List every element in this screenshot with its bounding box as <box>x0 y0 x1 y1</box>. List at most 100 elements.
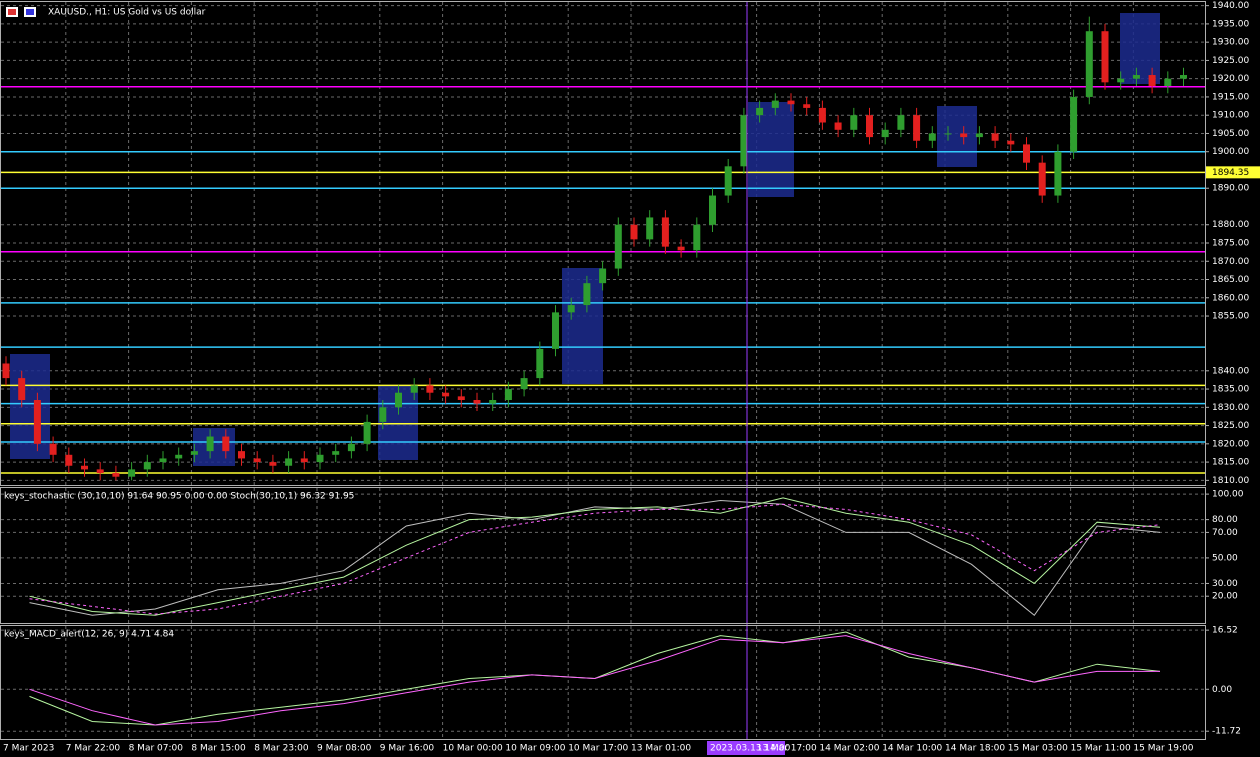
x-tick-label: 9 Mar 08:00 <box>317 744 372 754</box>
crosshair-label-bg <box>707 741 785 755</box>
candle-body <box>787 100 795 105</box>
candle-body <box>410 385 418 393</box>
candle-body <box>473 400 481 404</box>
stoch-pane-border <box>0 487 1206 624</box>
y-tick-label: 50.00 <box>1212 553 1238 563</box>
candle-body <box>960 133 968 138</box>
y-tick-label: 1935.00 <box>1212 19 1249 29</box>
candle-body <box>49 443 57 455</box>
candle-body <box>709 195 716 225</box>
candle-body <box>1180 75 1187 79</box>
y-tick-label: 1860.00 <box>1212 293 1249 303</box>
candle-body <box>143 462 151 470</box>
candle-body <box>1007 140 1015 145</box>
candle-body <box>646 217 654 240</box>
candle-body <box>599 268 607 284</box>
candle-body <box>913 115 921 141</box>
x-tick-label: 9 Mar 16:00 <box>380 744 435 754</box>
symbol-icons <box>6 7 36 17</box>
icon <box>8 9 16 15</box>
y-tick-label: 1930.00 <box>1212 38 1249 48</box>
candle-body <box>536 348 544 379</box>
candle-body <box>1038 162 1046 196</box>
y-tick-label: 1840.00 <box>1212 366 1249 376</box>
x-tick-label: 8 Mar 07:00 <box>129 744 184 754</box>
candle-body <box>567 305 575 313</box>
candle-body <box>347 443 355 452</box>
indicator-line <box>29 635 1160 726</box>
x-tick-label: 10 Mar 00:00 <box>443 744 503 754</box>
y-tick-label: 1815.00 <box>1212 458 1249 468</box>
x-tick-label: 15 Mar 11:00 <box>1071 744 1131 754</box>
candle-body <box>332 451 340 455</box>
x-tick-label: 8 Mar 23:00 <box>254 744 309 754</box>
y-tick-label: 30.00 <box>1212 579 1238 589</box>
candle-body <box>1070 96 1078 152</box>
x-tick-label: 13 Mar 17:00 <box>757 744 817 754</box>
candle-body <box>18 378 26 401</box>
candle-body <box>442 392 450 397</box>
candle-body <box>363 421 371 444</box>
candle-body <box>206 436 214 452</box>
indicator-title: keys_stochastic (30,10,10) 91.64 90.95 0… <box>4 492 354 502</box>
box <box>748 102 794 197</box>
box <box>562 268 603 384</box>
y-tick-label: 1925.00 <box>1212 56 1249 66</box>
candle-body <box>834 122 842 130</box>
y-tick-label: 1940.00 <box>1212 1 1249 11</box>
y-tick-label: 1890.00 <box>1212 184 1249 194</box>
candle-body <box>850 115 858 130</box>
candle-body <box>128 469 136 477</box>
plot-layer <box>1 16 1205 726</box>
y-tick-label: 1915.00 <box>1212 92 1249 102</box>
grid-layer <box>1 2 1205 740</box>
candle-body <box>316 454 324 463</box>
candle-body <box>724 166 732 196</box>
indicator-line <box>29 503 1161 615</box>
y-tick-label: 1875.00 <box>1212 239 1249 249</box>
candle-body <box>65 454 73 466</box>
candle-body <box>881 129 889 138</box>
level-label: 1894.35 <box>1212 168 1249 178</box>
candle-body <box>756 107 764 116</box>
x-tick-label: 8 Mar 15:00 <box>191 744 246 754</box>
y-tick-label: -11.72 <box>1212 727 1241 737</box>
y-tick-label: 1835.00 <box>1212 385 1249 395</box>
y-tick-label: 1855.00 <box>1212 312 1249 322</box>
candle-body <box>1101 31 1109 83</box>
y-tick-label: 1905.00 <box>1212 129 1249 139</box>
candle-body <box>740 115 748 167</box>
candle-body <box>222 436 230 452</box>
box <box>10 354 50 459</box>
candle-body <box>238 451 245 459</box>
candle-body <box>630 224 638 240</box>
candle-body <box>457 396 465 401</box>
x-tick-label: 10 Mar 17:00 <box>568 744 628 754</box>
candle-body <box>1148 75 1156 86</box>
y-tick-label: 1820.00 <box>1212 439 1249 449</box>
x-tick-label: 14 Mar 02:00 <box>819 744 879 754</box>
candle-body <box>1132 75 1140 79</box>
y-tick-label: 1825.00 <box>1212 421 1249 431</box>
drawn-rectangles <box>10 13 1160 466</box>
indicator-title: keys_MACD_alert(12, 26, 9) 4.71 4.84 <box>4 630 174 640</box>
candle-body <box>426 385 434 393</box>
x-tick-label: 15 Mar 19:00 <box>1133 744 1193 754</box>
y-tick-label: 0.00 <box>1212 685 1232 695</box>
y-tick-label: 20.00 <box>1212 592 1238 602</box>
candle-body <box>175 454 183 459</box>
candle-body <box>1117 78 1125 83</box>
candle-body <box>803 104 811 108</box>
candle-body <box>614 224 622 269</box>
candle-body <box>159 458 167 463</box>
x-tick-label: 14 Mar 18:00 <box>945 744 1005 754</box>
candle-body <box>489 400 497 404</box>
candle-body <box>1054 151 1062 196</box>
y-tick-label: 1865.00 <box>1212 275 1249 285</box>
candle-body <box>33 400 41 444</box>
candle-body <box>693 224 701 251</box>
y-tick-label: 1920.00 <box>1212 74 1249 84</box>
macd-pane-border <box>0 625 1206 740</box>
candle-body <box>552 312 559 349</box>
